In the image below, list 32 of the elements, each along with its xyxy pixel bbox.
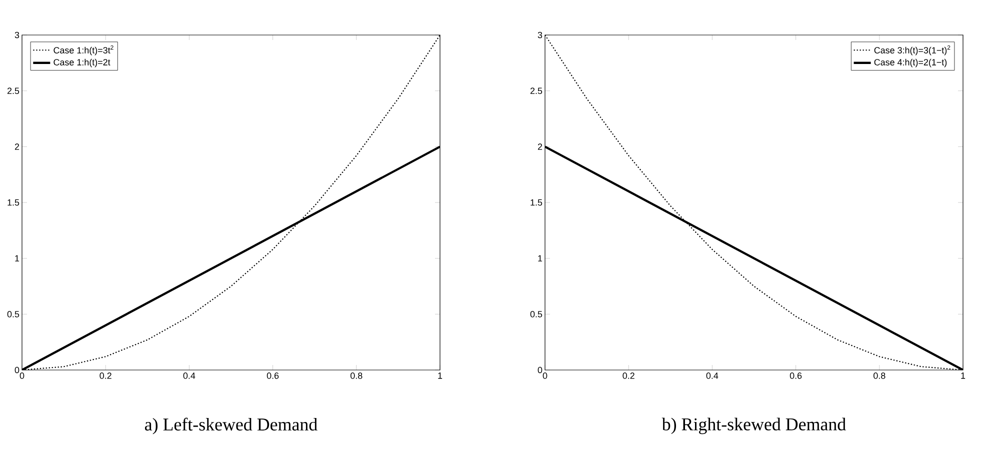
y-tick-label: 0.5 xyxy=(7,310,20,318)
text: b) Right-skewed Demand xyxy=(662,418,846,434)
y-tick-label: 0 xyxy=(538,366,542,374)
x-tick-label: 0.2 xyxy=(100,372,112,379)
x-tick-label: 0.6 xyxy=(266,372,279,379)
legend-label: Case 4:h(t)=2(1−t) xyxy=(874,58,947,68)
x-tick-label: 0.8 xyxy=(874,372,886,379)
y-tick-label: 2 xyxy=(14,144,20,150)
x-tick-label: 0 xyxy=(20,372,24,379)
y-tick-label: 2.5 xyxy=(530,88,542,94)
y-tick-label: 2 xyxy=(538,144,542,150)
x-tick-label: 0 xyxy=(542,372,548,379)
x-tick-label: 0.2 xyxy=(622,372,634,379)
y-tick-label: 2.5 xyxy=(7,88,20,94)
text: a) Left-skewed Demand xyxy=(144,418,318,434)
x-tick-label: 0.8 xyxy=(350,372,362,379)
x-tick-label: 1 xyxy=(961,372,966,379)
x-tick-label: 1 xyxy=(438,372,442,379)
y-tick-label: 1 xyxy=(538,255,542,262)
y-tick-label: 1 xyxy=(15,255,20,262)
legend-label: Case 1:h(t)=2t xyxy=(54,58,110,68)
x-tick-label: 0.4 xyxy=(706,372,718,379)
x-tick-label: 0.6 xyxy=(790,372,802,379)
y-tick-label: 3 xyxy=(538,32,542,38)
legend-label: Case 1:h(t)=3t$^{2}$ xyxy=(54,45,114,56)
legend-label: Case 3:h(t)=3(1−t)$^{2}$ xyxy=(874,45,950,56)
y-tick-label: 1.5 xyxy=(530,199,542,206)
x-tick-label: 0.4 xyxy=(183,372,196,379)
y-tick-label: 0.5 xyxy=(530,310,542,318)
y-tick-label: 1.5 xyxy=(8,199,20,206)
y-tick-label: 0 xyxy=(14,366,20,374)
y-tick-label: 3 xyxy=(14,32,20,38)
